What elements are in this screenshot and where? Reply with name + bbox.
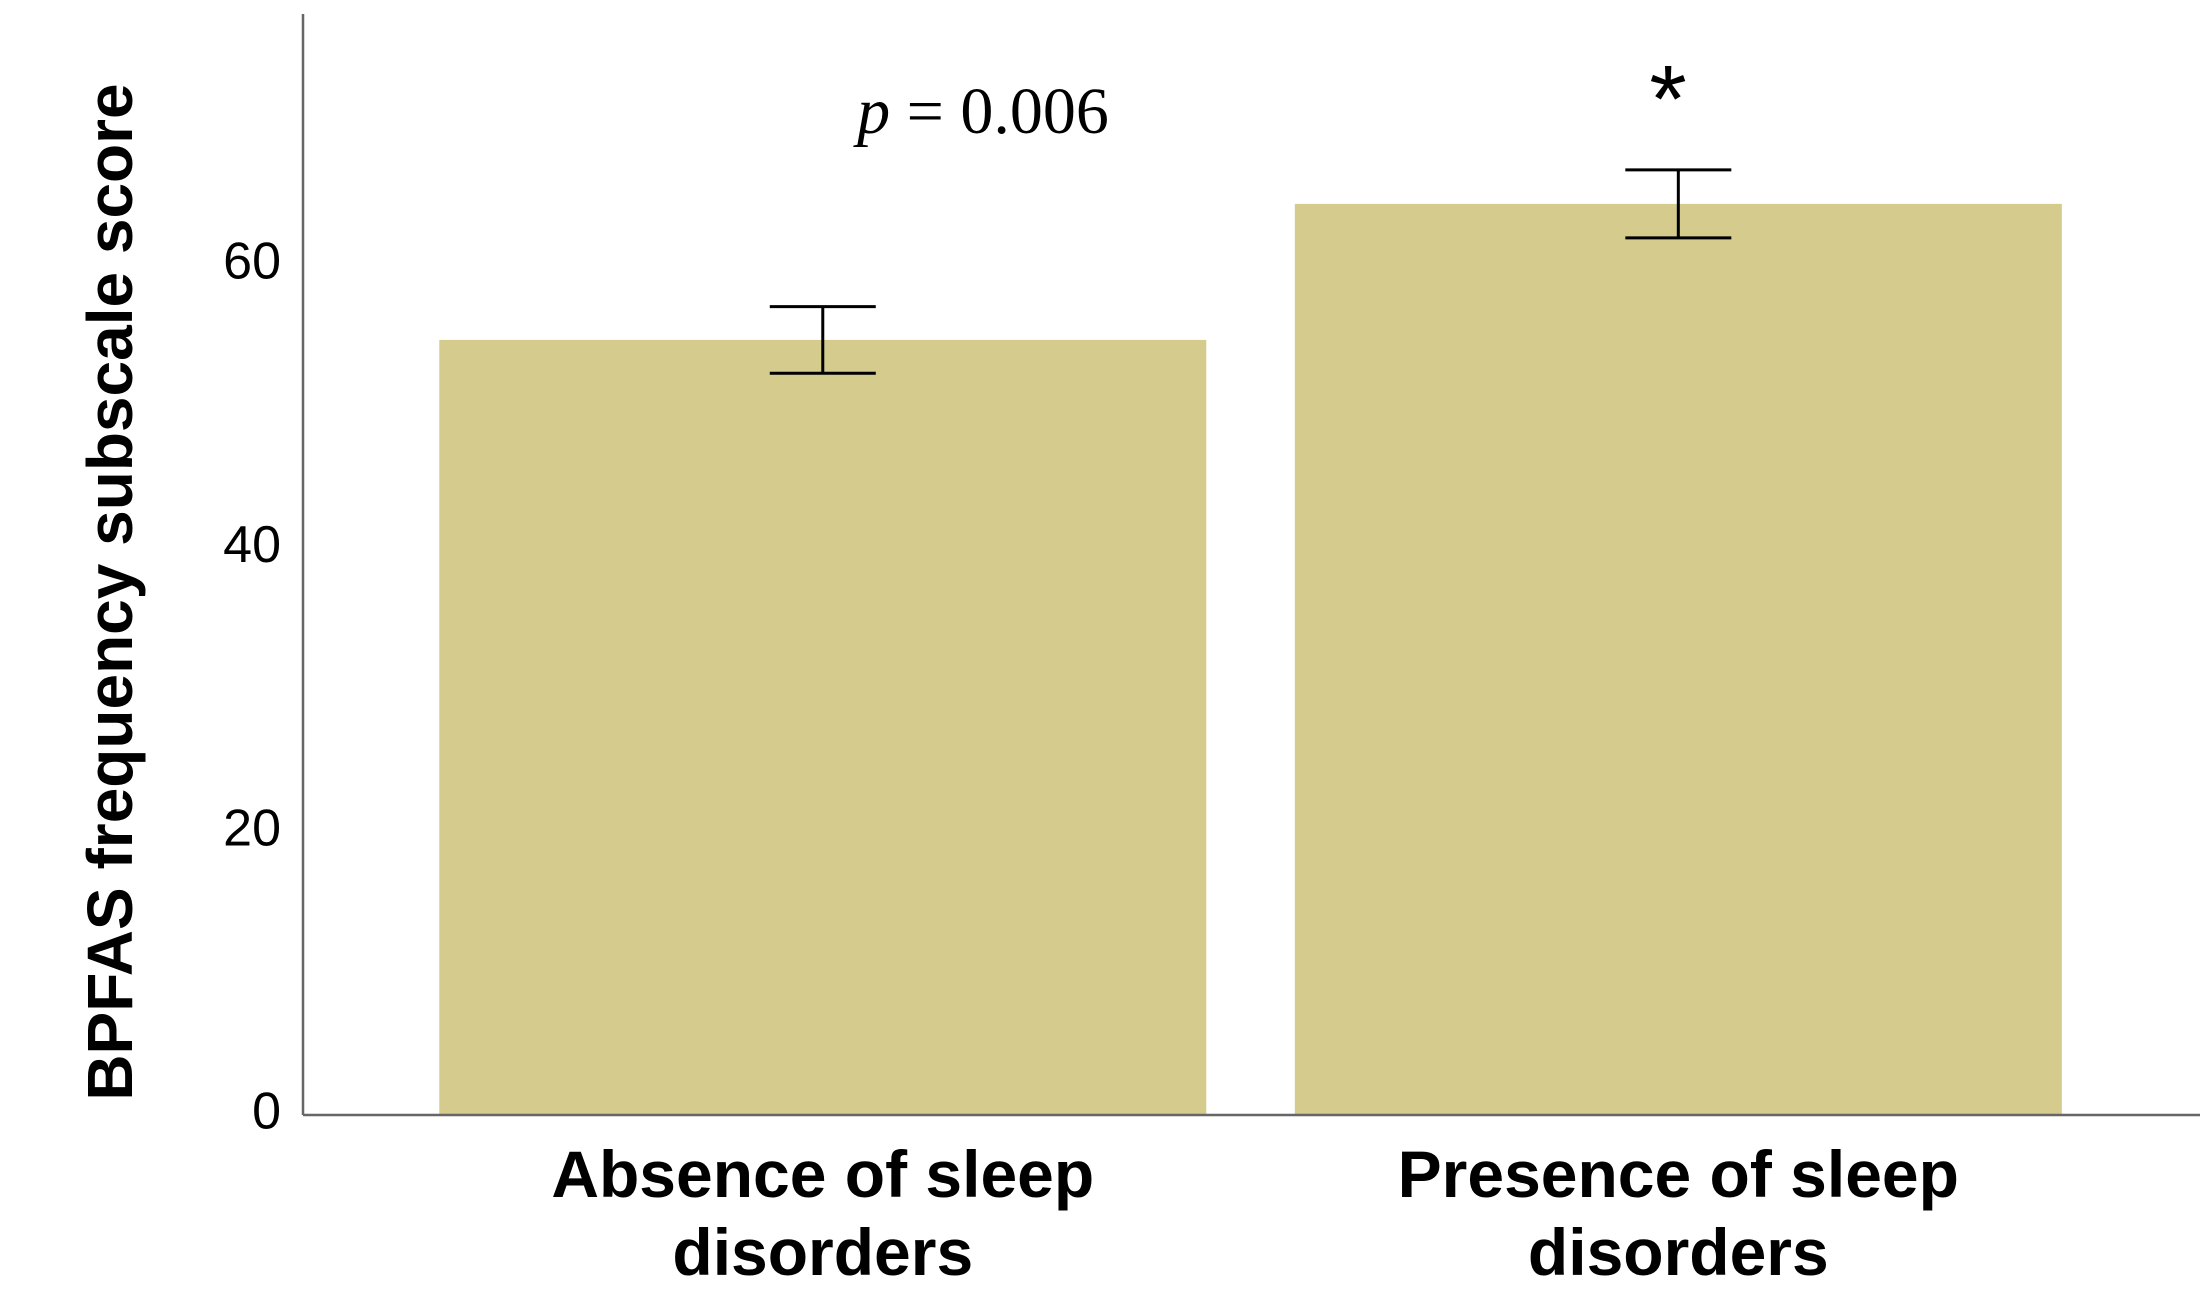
annotation: *: [1649, 46, 1687, 153]
error-bar: [1625, 168, 1732, 240]
x-tick-label: Presence of sleep disorders: [1397, 1137, 1959, 1289]
error-bar: [769, 305, 876, 375]
y-tick-label: 40: [223, 516, 281, 574]
y-tick-label: 60: [223, 233, 281, 291]
y-tick-label: 0: [252, 1083, 281, 1141]
bar: [1294, 203, 2062, 1115]
x-tick-label: Absence of sleep disorders: [551, 1137, 1095, 1289]
annotation: p = 0.006: [857, 75, 1109, 148]
y-axis-label: BPFAS frequency subscale score: [74, 83, 146, 1101]
bar: [439, 339, 1207, 1115]
y-tick-label: 20: [223, 799, 281, 857]
